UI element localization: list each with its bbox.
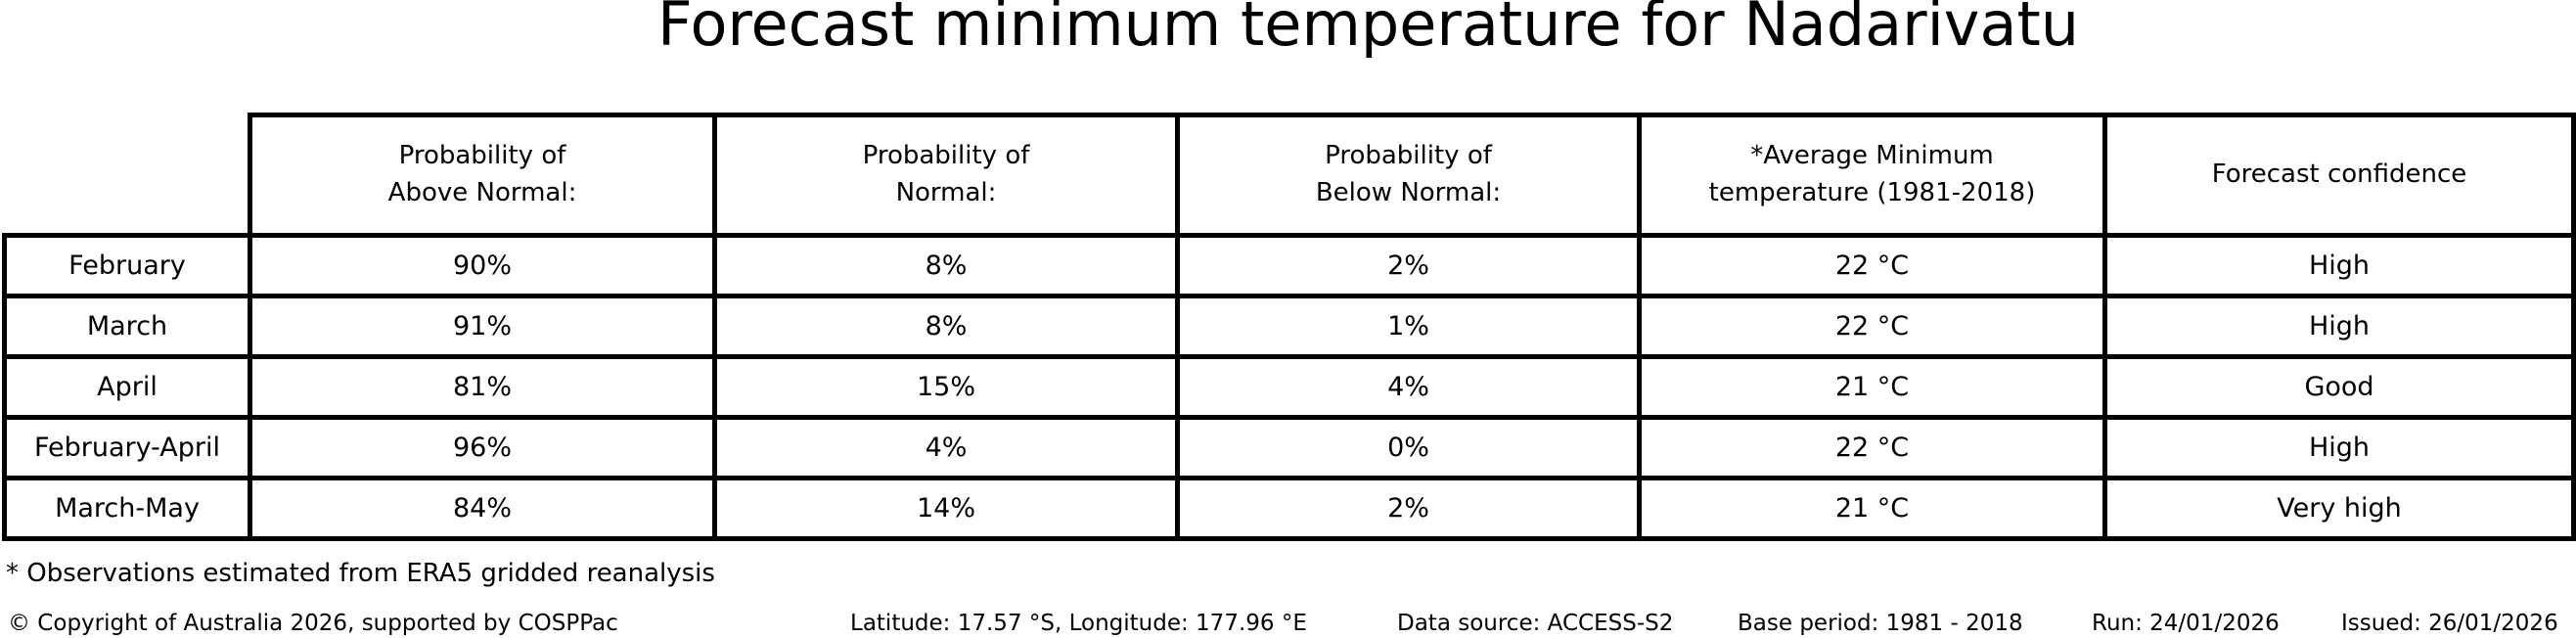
cell-below-normal: 2% (1175, 476, 1642, 541)
row-label: April (2, 354, 252, 420)
cell-above-normal: 96% (248, 415, 717, 480)
cell-normal: 14% (712, 476, 1180, 541)
col-header-above-normal: Probability of Above Normal: (248, 113, 717, 238)
cell-above-normal: 84% (248, 476, 717, 541)
table-row-march: March 91% 8% 1% 22 °C High (2, 294, 2576, 359)
location-text: Latitude: 17.57 °S, Longitude: 177.96 °E (850, 611, 1307, 636)
data-source-text: Data source: ACCESS-S2 (1397, 611, 1674, 636)
cell-normal: 4% (712, 415, 1180, 480)
issued-date-text: Issued: 26/01/2026 (2341, 611, 2558, 636)
cell-confidence: High (2102, 233, 2576, 298)
cell-above-normal: 90% (248, 233, 717, 298)
cell-normal: 8% (712, 233, 1180, 298)
col-header-normal: Probability of Normal: (712, 113, 1180, 238)
cell-average-minimum: 21 °C (1637, 354, 2107, 420)
cell-normal: 15% (712, 354, 1180, 420)
table-row-february-april: February-April 96% 4% 0% 22 °C High (2, 415, 2576, 480)
cell-confidence: Very high (2102, 476, 2576, 541)
cell-below-normal: 2% (1175, 233, 1642, 298)
copyright-text: © Copyright of Australia 2026, supported… (8, 611, 618, 636)
table-row-march-may: March-May 84% 14% 2% 21 °C Very high (2, 476, 2576, 541)
cell-above-normal: 81% (248, 354, 717, 420)
cell-confidence: High (2102, 294, 2576, 359)
run-date-text: Run: 24/01/2026 (2092, 611, 2280, 636)
row-label: March-May (2, 476, 252, 541)
col-header-forecast-confidence: Forecast confidence (2102, 113, 2576, 238)
header-row: Probability of Above Normal: Probability… (5, 113, 2576, 238)
cell-below-normal: 0% (1175, 415, 1642, 480)
col-header-below-normal: Probability of Below Normal: (1175, 113, 1642, 238)
cell-below-normal: 4% (1175, 354, 1642, 420)
row-label: March (2, 294, 252, 359)
cell-average-minimum: 22 °C (1637, 415, 2107, 480)
cell-average-minimum: 22 °C (1637, 233, 2107, 298)
cell-above-normal: 91% (248, 294, 717, 359)
cell-confidence: Good (2102, 354, 2576, 420)
table-row-february: February 90% 8% 2% 22 °C High (2, 233, 2576, 298)
cell-average-minimum: 21 °C (1637, 476, 2107, 541)
cell-confidence: High (2102, 415, 2576, 480)
observations-footnote: * Observations estimated from ERA5 gridd… (6, 559, 715, 588)
col-header-average-minimum: *Average Minimum temperature (1981-2018) (1637, 113, 2107, 238)
base-period-text: Base period: 1981 - 2018 (1738, 611, 2023, 636)
table-row-april: April 81% 15% 4% 21 °C Good (2, 354, 2576, 420)
forecast-table: Probability of Above Normal: Probability… (2, 113, 2576, 541)
page-title: Forecast minimum temperature for Nadariv… (657, 0, 2080, 60)
cell-average-minimum: 22 °C (1637, 294, 2107, 359)
header-blank-cell (5, 115, 250, 236)
cell-normal: 8% (712, 294, 1180, 359)
cell-below-normal: 1% (1175, 294, 1642, 359)
row-label: February-April (2, 415, 252, 480)
row-label: February (2, 233, 252, 298)
